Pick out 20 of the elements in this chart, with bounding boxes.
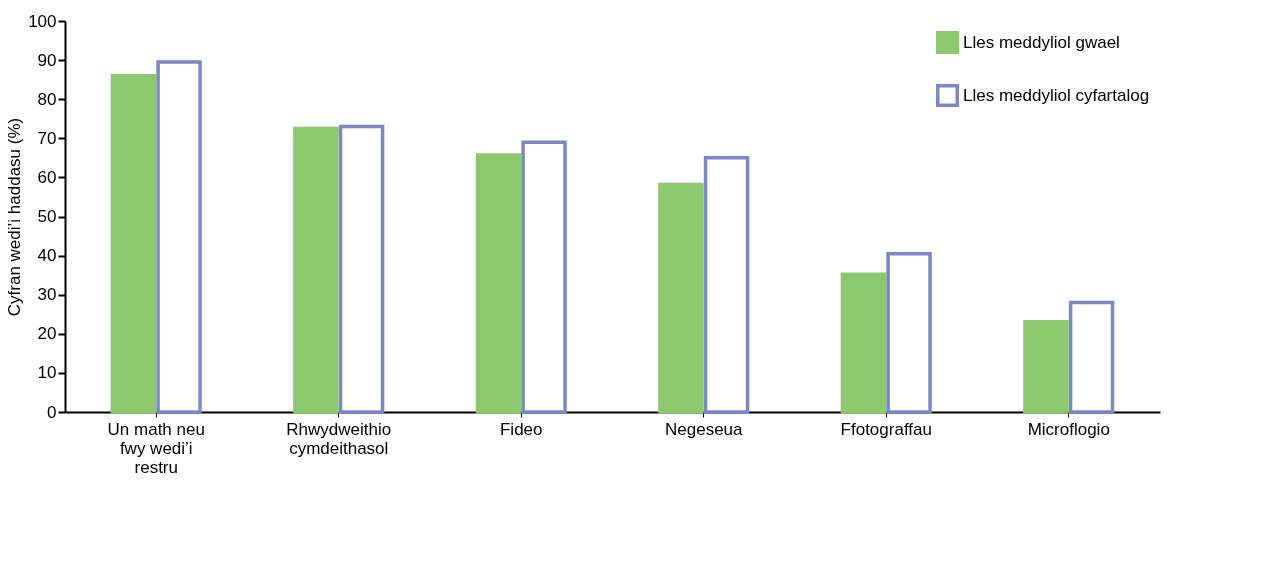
x-tick-label: Fideo bbox=[499, 419, 543, 439]
y-tick-label: 50 bbox=[37, 207, 57, 226]
y-tick-label: 40 bbox=[37, 246, 57, 266]
x-tick-label: Microflogio bbox=[1027, 419, 1110, 439]
y-tick-label: 30 bbox=[37, 285, 57, 305]
y-axis-title: Cyfran wedi’i haddasu (%) bbox=[5, 117, 25, 317]
y-tick-label: 90 bbox=[37, 50, 57, 70]
y-tick-label: 60 bbox=[37, 167, 57, 187]
x-tick-label: Un math neu fwy wedi’i restru bbox=[107, 419, 205, 477]
x-tick-label: Rhwydweithio cymdeithasol bbox=[286, 419, 392, 458]
x-tick-label: Ffotograffau bbox=[840, 419, 932, 439]
y-tick-label: 100 bbox=[28, 11, 57, 31]
y-tick-label: 20 bbox=[37, 324, 57, 344]
legend-label: Lles meddyliol gwael bbox=[963, 32, 1120, 52]
y-tick-label: 0 bbox=[47, 402, 57, 422]
y-tick-label: 10 bbox=[37, 363, 57, 383]
y-tick-label: 80 bbox=[37, 89, 57, 109]
legend-label: Lles meddyliol cyfartalog bbox=[963, 85, 1150, 105]
y-tick-label: 70 bbox=[37, 128, 57, 148]
x-tick-label: Negeseua bbox=[664, 419, 744, 439]
